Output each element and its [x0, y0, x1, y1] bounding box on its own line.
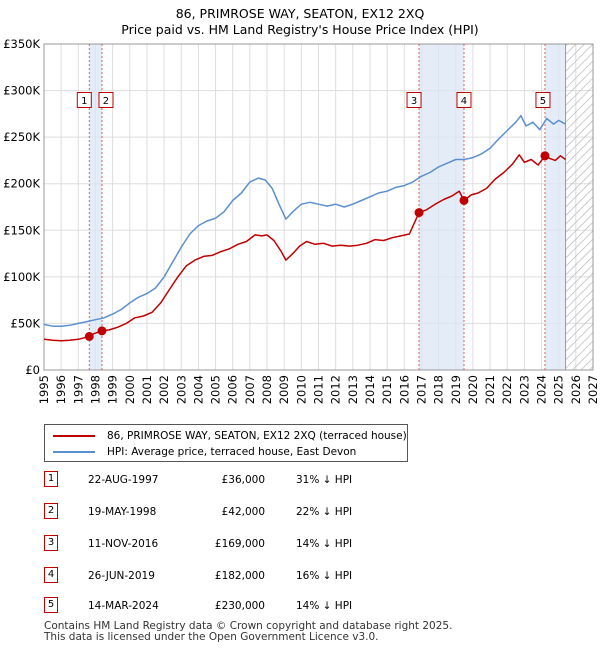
sale-point-marker — [459, 195, 469, 205]
sale-hpi-diff: 31% ↓ HPI — [296, 474, 353, 486]
x-tick-label: 2010 — [294, 375, 308, 404]
x-tick-label: 1999 — [106, 375, 120, 404]
legend-swatch-hpi — [53, 451, 95, 453]
y-tick-label: £0 — [25, 363, 40, 377]
sale-number-badge: 3 — [44, 535, 58, 551]
ownership-period-shade — [544, 44, 566, 370]
x-tick-label: 2025 — [552, 375, 566, 404]
sale-point-marker — [540, 151, 550, 161]
y-tick-label: £250K — [3, 130, 40, 144]
sale-price: £36,000 — [221, 474, 265, 486]
x-tick-label: 2018 — [432, 375, 446, 404]
x-tick-label: 2002 — [157, 375, 171, 404]
sale-hpi-diff: 16% ↓ HPI — [296, 570, 353, 582]
sale-number-badge: 4 — [44, 567, 58, 583]
forecast-hatch-region — [565, 44, 593, 370]
x-tick-label: 2006 — [226, 375, 240, 404]
chart-legend: 86, PRIMROSE WAY, SEATON, EX12 2XQ (terr… — [44, 424, 408, 462]
y-tick-label: £100K — [3, 270, 40, 284]
x-tick-label: 1998 — [88, 375, 102, 404]
sale-price: £230,000 — [214, 600, 265, 612]
x-tick-label: 2005 — [209, 375, 223, 404]
x-tick-label: 2020 — [466, 375, 480, 404]
y-tick-label: £350K — [3, 37, 40, 51]
sale-hpi-diff: 22% ↓ HPI — [296, 506, 353, 518]
x-tick-label: 2011 — [312, 375, 326, 404]
sale-label-box — [76, 92, 92, 108]
table-row: 3 11-NOV-2016 £169,000 14% ↓ HPI — [44, 534, 374, 554]
table-row: 5 14-MAR-2024 £230,000 14% ↓ HPI — [44, 596, 374, 616]
x-tick-label: 2022 — [500, 375, 514, 404]
y-tick-label: £200K — [3, 177, 40, 191]
ownership-period-shade — [89, 44, 102, 370]
sale-label-box — [535, 92, 551, 108]
sale-number-badge: 1 — [44, 471, 58, 487]
x-tick-label: 2001 — [140, 375, 154, 404]
chart-title: 86, PRIMROSE WAY, SEATON, EX12 2XQ — [175, 6, 425, 21]
sale-date: 14-MAR-2024 — [88, 600, 159, 612]
sale-label-box — [406, 92, 422, 108]
table-row: 1 22-AUG-1997 £36,000 31% ↓ HPI — [44, 470, 374, 490]
sale-label-text: 1 — [81, 96, 87, 107]
sale-date: 11-NOV-2016 — [88, 538, 159, 550]
x-tick-label: 2026 — [569, 375, 583, 404]
x-tick-label: 2019 — [449, 375, 463, 404]
x-tick-label: 1995 — [37, 375, 51, 404]
legend-label-property: 86, PRIMROSE WAY, SEATON, EX12 2XQ (terr… — [107, 430, 407, 442]
plot-border — [43, 43, 594, 371]
x-tick-label: 2008 — [260, 375, 274, 404]
table-row: 4 26-JUN-2019 £182,000 16% ↓ HPI — [44, 566, 374, 586]
x-tick-label: 2009 — [277, 375, 291, 404]
x-tick-label: 2017 — [414, 375, 428, 404]
sale-label-text: 3 — [411, 96, 417, 107]
series-line-hpi — [44, 114, 566, 327]
x-tick-label: 2023 — [517, 375, 531, 404]
sale-date: 19-MAY-1998 — [88, 506, 157, 518]
x-tick-label: 2016 — [397, 375, 411, 404]
series-line-property — [44, 154, 567, 342]
sale-label-text: 5 — [540, 96, 546, 107]
sale-number-badge: 5 — [44, 597, 58, 613]
y-tick-label: £50K — [11, 316, 41, 330]
x-tick-label: 2000 — [123, 375, 137, 404]
chart-title-block: 86, PRIMROSE WAY, SEATON, EX12 2XQ Price… — [0, 6, 600, 38]
sale-number-badge: 2 — [44, 503, 58, 519]
footer-copyright: Contains HM Land Registry data © Crown c… — [44, 620, 453, 632]
sale-label-text: 2 — [103, 96, 109, 107]
sale-price: £169,000 — [214, 538, 265, 550]
sale-point-marker — [97, 326, 107, 336]
x-tick-label: 2012 — [329, 375, 343, 404]
x-tick-label: 1996 — [54, 375, 68, 404]
x-tick-label: 2024 — [535, 375, 549, 404]
footer-licence: This data is licensed under the Open Gov… — [44, 631, 379, 643]
x-tick-label: 1997 — [71, 375, 85, 404]
sale-date: 22-AUG-1997 — [88, 474, 159, 486]
y-tick-label: £150K — [3, 223, 40, 237]
footer-note: Contains HM Land Registry data © Crown c… — [44, 621, 564, 643]
x-tick-label: 2027 — [586, 375, 600, 404]
sale-date: 26-JUN-2019 — [88, 570, 155, 582]
x-tick-label: 2013 — [346, 375, 360, 404]
sale-hpi-diff: 14% ↓ HPI — [296, 538, 353, 550]
y-tick-label: £300K — [3, 84, 40, 98]
chart-subtitle: Price paid vs. HM Land Registry's House … — [121, 22, 479, 37]
x-tick-label: 2021 — [483, 375, 497, 404]
legend-label-hpi: HPI: Average price, terraced house, East… — [107, 446, 357, 458]
legend-swatch-property — [53, 435, 95, 437]
sale-label-box — [456, 92, 472, 108]
sale-price: £182,000 — [214, 570, 265, 582]
sale-label-text: 4 — [461, 96, 467, 107]
x-tick-label: 2003 — [174, 375, 188, 404]
sale-label-box — [98, 92, 114, 108]
x-tick-label: 2007 — [243, 375, 257, 404]
sale-point-marker — [84, 331, 94, 341]
sale-price: £42,000 — [221, 506, 265, 518]
sale-hpi-diff: 14% ↓ HPI — [296, 600, 353, 612]
price-chart: 1 2 3 4 5 £0 £50K £100K £150K £200K £250K £300K £35… — [3, 37, 600, 404]
sale-point-marker — [414, 208, 424, 218]
x-tick-label: 2004 — [191, 375, 205, 404]
x-tick-label: 2015 — [380, 375, 394, 404]
x-tick-label: 2014 — [363, 375, 377, 404]
table-row: 2 19-MAY-1998 £42,000 22% ↓ HPI — [44, 502, 374, 522]
